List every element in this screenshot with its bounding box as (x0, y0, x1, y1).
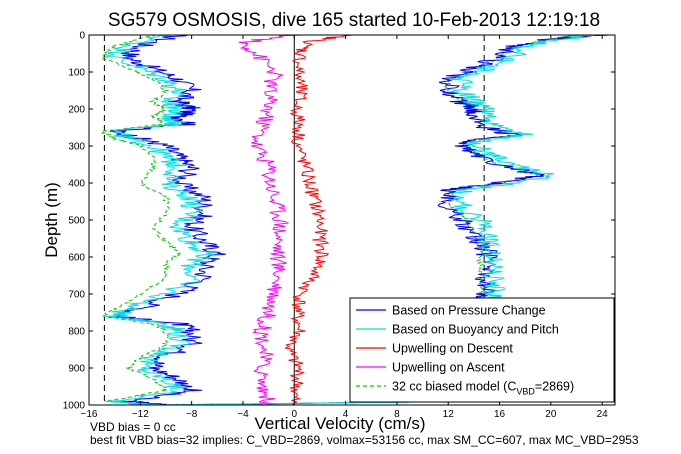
x-tick-label-4: 0 (291, 409, 297, 420)
legend-box (349, 297, 615, 403)
legend-label-0: Based on Pressure Change (392, 304, 546, 318)
x-tick-label-6: 8 (394, 409, 400, 420)
y-tick-label-4: 400 (68, 179, 85, 190)
y-tick-label-1: 100 (68, 68, 85, 79)
legend-label-4: 32 cc biased model (CVBD=2869) (392, 380, 574, 397)
legend-label-3: Upwelling on Ascent (392, 361, 505, 375)
legend-label-1: Based on Buoyancy and Pitch (392, 323, 559, 337)
x-tick-label-8: 16 (494, 409, 506, 420)
x-tick-label-1: −12 (132, 409, 149, 420)
y-tick-label-8: 800 (68, 327, 85, 338)
series-line-3 (238, 34, 303, 406)
plot-area: −16 −12 −8 −4 0 4 8 12 16 20 24 0 100 200 300 400 500 60… (63, 31, 616, 420)
x-tick-label-7: 12 (443, 409, 455, 420)
y-tick-label-0: 0 (79, 31, 85, 42)
y-tick-label-9: 900 (68, 364, 85, 375)
y-axis-label: Depth (m) (42, 182, 61, 258)
x-tick-label-5: 4 (343, 409, 349, 420)
y-tick-label-6: 600 (68, 253, 85, 264)
x-axis-ticks: −16 −12 −8 −4 0 4 8 12 16 20 24 (81, 35, 609, 420)
x-tick-label-9: 20 (545, 409, 557, 420)
y-tick-label-3: 300 (68, 142, 85, 153)
x-tick-label-3: −4 (237, 409, 249, 420)
x-tick-label-0: −16 (81, 409, 98, 420)
x-tick-label-2: −8 (186, 409, 198, 420)
y-tick-label-10: 1000 (63, 401, 86, 412)
chart-title: SG579 OSMOSIS, dive 165 started 10-Feb-2… (108, 10, 600, 31)
legend: Based on Pressure Change Based on Buoyanc… (349, 297, 615, 403)
legend-label-2: Upwelling on Descent (392, 342, 513, 356)
y-tick-label-5: 500 (68, 216, 85, 227)
y-tick-label-7: 700 (68, 290, 85, 301)
x-axis-label: Vertical Velocity (cm/s) (255, 414, 426, 433)
series-line-2 (284, 34, 353, 406)
y-axis-ticks: 0 100 200 300 400 500 600 700 800 900 1000 (63, 31, 615, 412)
y-tick-label-2: 200 (68, 105, 85, 116)
best-fit-note: best fit VBD bias=32 implies: C_VBD=2869… (90, 433, 639, 447)
vbd-bias-note: VBD bias = 0 cc (90, 420, 176, 434)
x-tick-label-10: 24 (597, 409, 609, 420)
